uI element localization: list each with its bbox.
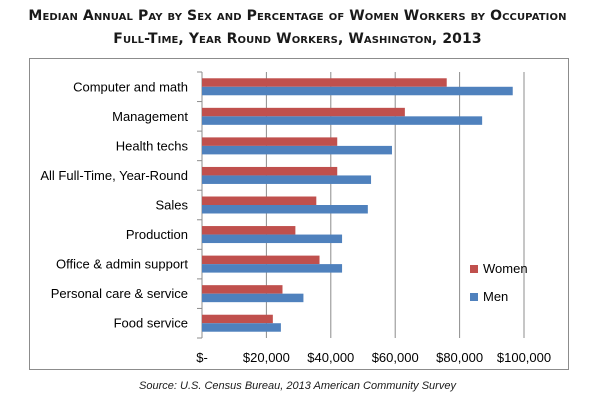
source-note: Source: U.S. Census Bureau, 2013 America…: [139, 380, 456, 392]
bar-women-6: [202, 255, 320, 265]
legend-label-women: Women: [483, 261, 528, 276]
category-label-5: Production: [126, 227, 188, 242]
bar-men-7: [202, 293, 304, 303]
category-label-0: Computer and math: [73, 79, 188, 94]
x-tick-label-0: $-: [196, 350, 208, 365]
x-tick-label-5: $100,000: [497, 350, 551, 365]
legend-swatch-women: [470, 265, 478, 273]
category-label-8: Food service: [114, 316, 188, 331]
category-label-2: Health techs: [116, 138, 189, 153]
category-label-4: Sales: [155, 198, 188, 213]
bar-chart: Computer and math Management Health techs A…: [40, 71, 551, 365]
x-tick-label-1: $20,000: [243, 350, 290, 365]
category-label-7: Personal care & service: [51, 286, 188, 301]
bar-men-1: [202, 116, 483, 125]
legend-swatch-men: [470, 293, 478, 301]
bar-women-1: [202, 107, 405, 117]
bar-men-4: [202, 205, 368, 214]
bar-men-0: [202, 86, 513, 96]
bar-women-7: [202, 285, 283, 294]
x-tick-label-2: $40,000: [307, 350, 354, 365]
bar-men-2: [202, 145, 392, 155]
bar-women-5: [202, 226, 296, 235]
bar-men-5: [202, 234, 343, 244]
chart-subtitle: Full-Time, Year Round Workers, Washingto…: [113, 31, 482, 47]
legend-label-men: Men: [483, 289, 508, 304]
x-tick-label-4: $80,000: [436, 350, 483, 365]
category-label-3: All Full-Time, Year-Round: [40, 168, 188, 183]
bar-men-8: [202, 323, 281, 332]
category-label-1: Management: [112, 109, 188, 124]
x-tick-label-3: $60,000: [372, 350, 419, 365]
bar-women-0: [202, 78, 447, 87]
bar-women-3: [202, 166, 338, 176]
category-label-6: Office & admin support: [56, 257, 188, 272]
bar-women-8: [202, 314, 273, 324]
bar-women-2: [202, 137, 338, 146]
bar-women-4: [202, 196, 317, 205]
bar-men-3: [202, 175, 372, 184]
chart-area: Computer and math Management Health techs A…: [29, 58, 569, 370]
chart-title: Median Annual Pay by Sex and Percentage …: [28, 8, 567, 24]
bar-men-6: [202, 264, 343, 273]
